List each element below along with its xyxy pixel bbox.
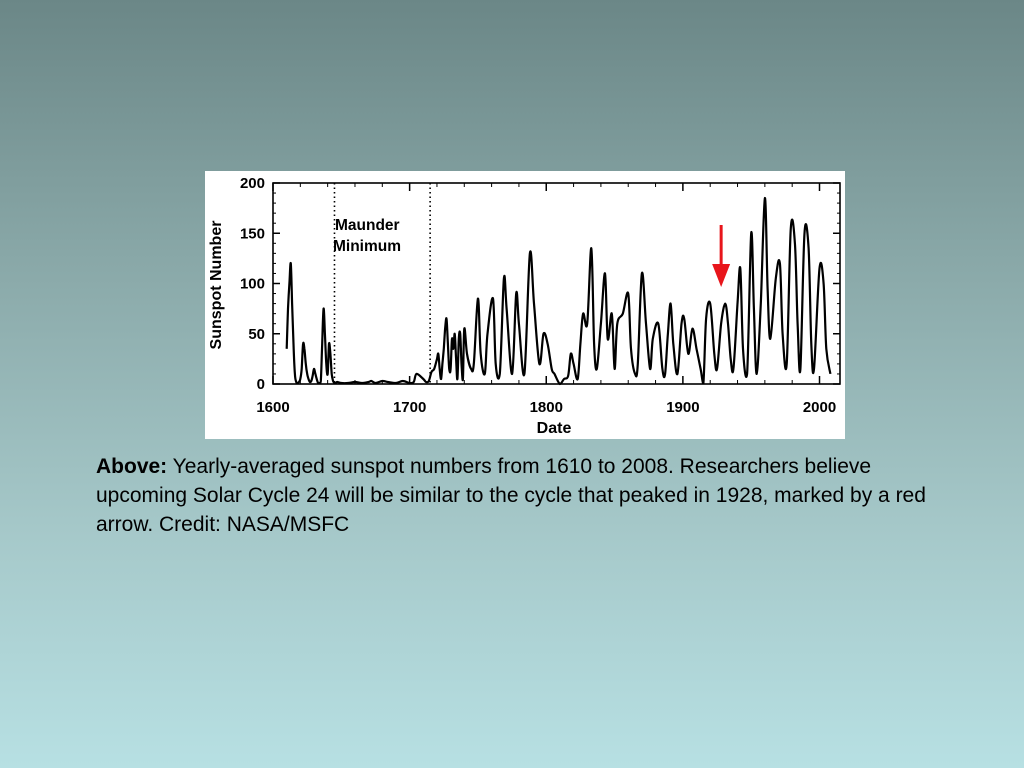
y-tick-label: 0 xyxy=(257,376,265,393)
x-tick-label: 2000 xyxy=(803,399,836,416)
chart-svg: 0 50 100 150 200 1600 1700 1800 1900 2000 Sunspot… xyxy=(208,175,841,437)
figure-caption: Above: Yearly-averaged sunspot numbers f… xyxy=(96,452,966,539)
maunder-label-line1: Maunder xyxy=(335,217,400,234)
x-axis-title: Date xyxy=(537,420,572,437)
y-tick-label: 150 xyxy=(240,225,265,242)
caption-text: Yearly-averaged sunspot numbers from 161… xyxy=(96,455,926,536)
y-tick-label: 50 xyxy=(248,326,265,343)
y-axis-title: Sunspot Number xyxy=(208,221,225,350)
y-tick-label: 100 xyxy=(240,276,265,293)
caption-lead: Above: xyxy=(96,455,168,478)
x-tick-label: 1800 xyxy=(530,399,563,416)
x-tick-label: 1600 xyxy=(256,399,289,416)
sunspot-chart: 0 50 100 150 200 1600 1700 1800 1900 2000 Sunspot… xyxy=(205,171,845,439)
red-arrow-head xyxy=(712,264,731,287)
y-tick-label: 200 xyxy=(240,175,265,192)
x-tick-label: 1900 xyxy=(666,399,699,416)
sunspot-series-line xyxy=(285,196,832,386)
x-tick-label: 1700 xyxy=(393,399,426,416)
maunder-label-line2: Minimum xyxy=(333,238,401,255)
